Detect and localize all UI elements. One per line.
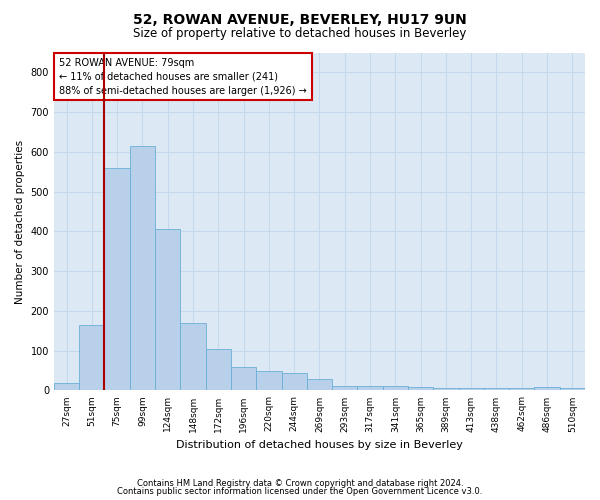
Bar	[256, 370, 281, 390]
Text: Contains public sector information licensed under the Open Government Licence v3: Contains public sector information licen…	[118, 487, 482, 496]
Text: 52, ROWAN AVENUE, BEVERLEY, HU17 9UN: 52, ROWAN AVENUE, BEVERLEY, HU17 9UN	[133, 12, 467, 26]
Bar	[560, 388, 585, 390]
Bar	[155, 230, 181, 390]
Text: Size of property relative to detached houses in Beverley: Size of property relative to detached ho…	[133, 28, 467, 40]
Text: 52 ROWAN AVENUE: 79sqm
← 11% of detached houses are smaller (241)
88% of semi-de: 52 ROWAN AVENUE: 79sqm ← 11% of detached…	[59, 58, 307, 96]
Bar	[104, 168, 130, 390]
Bar	[509, 388, 535, 390]
X-axis label: Distribution of detached houses by size in Beverley: Distribution of detached houses by size …	[176, 440, 463, 450]
Bar	[206, 348, 231, 391]
Bar	[535, 388, 560, 390]
Y-axis label: Number of detached properties: Number of detached properties	[15, 140, 25, 304]
Text: Contains HM Land Registry data © Crown copyright and database right 2024.: Contains HM Land Registry data © Crown c…	[137, 478, 463, 488]
Bar	[383, 386, 408, 390]
Bar	[358, 386, 383, 390]
Bar	[181, 323, 206, 390]
Bar	[54, 384, 79, 390]
Bar	[484, 388, 509, 390]
Bar	[79, 325, 104, 390]
Bar	[433, 388, 458, 390]
Bar	[408, 388, 433, 390]
Bar	[458, 388, 484, 390]
Bar	[307, 378, 332, 390]
Bar	[130, 146, 155, 390]
Bar	[332, 386, 358, 390]
Bar	[231, 366, 256, 390]
Bar	[281, 372, 307, 390]
